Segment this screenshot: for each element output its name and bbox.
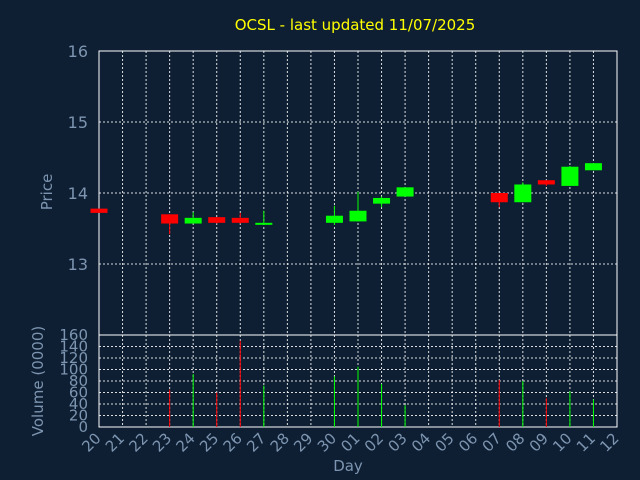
candle-body (349, 210, 367, 222)
volume-tick-label: 40 (69, 395, 88, 413)
x-tick-label: 29 (290, 429, 316, 455)
volume-tick-label: 80 (69, 372, 88, 390)
x-tick-label: 03 (384, 429, 410, 455)
x-tick-label: 28 (267, 429, 293, 455)
candle-body (325, 215, 343, 223)
candle-body (396, 187, 414, 197)
candle-body (161, 214, 179, 224)
x-tick-label: 27 (243, 429, 269, 455)
candle-body (490, 193, 508, 203)
x-tick-label: 22 (125, 429, 151, 455)
x-tick-label: 09 (526, 429, 552, 455)
candle-body (231, 217, 249, 223)
volume-tick-label: 60 (69, 384, 88, 402)
x-tick-label: 07 (479, 429, 505, 455)
x-tick-label: 01 (337, 429, 363, 455)
x-tick-label: 30 (314, 429, 340, 455)
x-tick-label: 08 (502, 429, 528, 455)
candle-body (208, 217, 226, 223)
price-tick-label: 14 (68, 184, 88, 203)
price-tick-label: 13 (68, 255, 88, 274)
candle-body (537, 180, 555, 185)
chart-title: OCSL - last updated 11/07/2025 (235, 16, 476, 34)
x-axis: 2021222324252627282930010203040506070809… (78, 429, 622, 455)
volume-tick-label: 120 (59, 349, 88, 367)
x-axis-label: Day (333, 457, 363, 475)
candle-body (584, 163, 602, 171)
x-tick-label: 23 (149, 429, 175, 455)
candle-body (373, 197, 391, 204)
candle-body (561, 166, 579, 186)
volume-tick-label: 160 (59, 326, 88, 344)
price-tick-label: 16 (68, 42, 88, 61)
x-tick-label: 25 (196, 429, 222, 455)
x-tick-label: 24 (173, 429, 199, 455)
volume-axis-label: Volume (0000) (29, 326, 47, 436)
x-tick-label: 04 (408, 429, 434, 455)
x-tick-label: 26 (220, 429, 246, 455)
x-tick-label: 06 (455, 429, 481, 455)
x-tick-label: 05 (432, 429, 458, 455)
x-tick-label: 21 (102, 429, 128, 455)
candle-body (90, 208, 108, 213)
price-tick-label: 15 (68, 113, 88, 132)
candle-body (255, 222, 273, 225)
price-axis-label: Price (38, 174, 56, 211)
x-tick-label: 10 (549, 429, 575, 455)
price-panel: 13 14 15 16 (68, 42, 618, 336)
candle-body (514, 184, 532, 203)
candle-body (184, 217, 202, 224)
volume-tick-label: 0 (78, 418, 88, 436)
volume-tick-label: 20 (69, 407, 88, 425)
volume-tick-label: 140 (59, 338, 88, 356)
volume-tick-label: 100 (59, 361, 88, 379)
x-tick-label: 12 (596, 429, 622, 455)
x-tick-label: 02 (361, 429, 387, 455)
x-tick-label: 11 (573, 429, 599, 455)
